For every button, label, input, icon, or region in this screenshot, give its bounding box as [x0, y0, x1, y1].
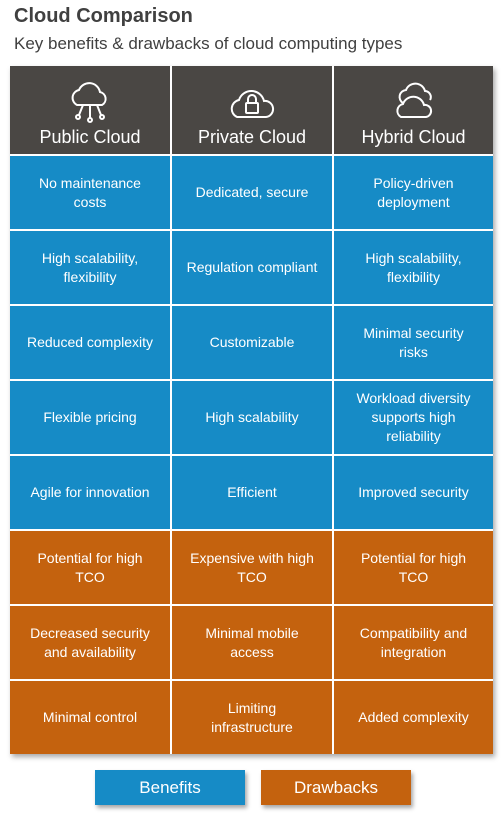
title: Cloud Comparison: [14, 5, 193, 27]
benefit-cell: Workload diversity supports high reliabi…: [334, 381, 493, 454]
benefit-cell: Efficient: [172, 456, 332, 529]
benefit-cell: Dedicated, secure: [172, 156, 332, 229]
double-cloud-icon: [395, 82, 432, 118]
benefit-cell: Reduced complexity: [10, 306, 170, 379]
benefit-cell: Policy-driven deployment: [334, 156, 493, 229]
subtitle: Key benefits & drawbacks of cloud comput…: [14, 34, 403, 53]
cloud-network-icon: [71, 82, 107, 123]
drawback-cell: Added complexity: [334, 681, 493, 754]
benefit-cell: High scalability, flexibility: [334, 231, 493, 304]
column-header: Public Cloud: [10, 66, 170, 154]
column-header: Hybrid Cloud: [334, 66, 493, 154]
column-header: Private Cloud: [172, 66, 332, 154]
benefit-cell: Flexible pricing: [10, 381, 170, 454]
column-name: Hybrid Cloud: [361, 127, 466, 147]
cloud-lock-icon: [230, 90, 275, 118]
benefit-cell: Agile for innovation: [10, 456, 170, 529]
drawback-cell: Minimal mobile access: [172, 606, 332, 679]
drawback-cell: Potential for high TCO: [10, 531, 170, 604]
drawback-cell: Decreased security and availability: [10, 606, 170, 679]
benefit-cell: Regulation compliant: [172, 231, 332, 304]
column-name: Public Cloud: [39, 127, 141, 147]
benefit-cell: High scalability, flexibility: [10, 231, 170, 304]
benefit-cell: Improved security: [334, 456, 493, 529]
benefit-cell: Customizable: [172, 306, 332, 379]
legend-benefits: Benefits: [95, 770, 245, 805]
legend-drawbacks: Drawbacks: [261, 770, 411, 805]
drawback-cell: Minimal control: [10, 681, 170, 754]
benefit-cell: High scalability: [172, 381, 332, 454]
drawback-cell: Compatibility and integration: [334, 606, 493, 679]
benefit-cell: Minimal security risks: [334, 306, 493, 379]
drawback-cell: Expensive with high TCO: [172, 531, 332, 604]
drawback-cell: Potential for high TCO: [334, 531, 493, 604]
benefit-cell: No maintenance costs: [10, 156, 170, 229]
comparison-table: Public Cloud Private Cloud Hybrid Cloud …: [10, 66, 493, 754]
drawback-cell: Limiting infrastructure: [172, 681, 332, 754]
column-name: Private Cloud: [197, 127, 307, 147]
